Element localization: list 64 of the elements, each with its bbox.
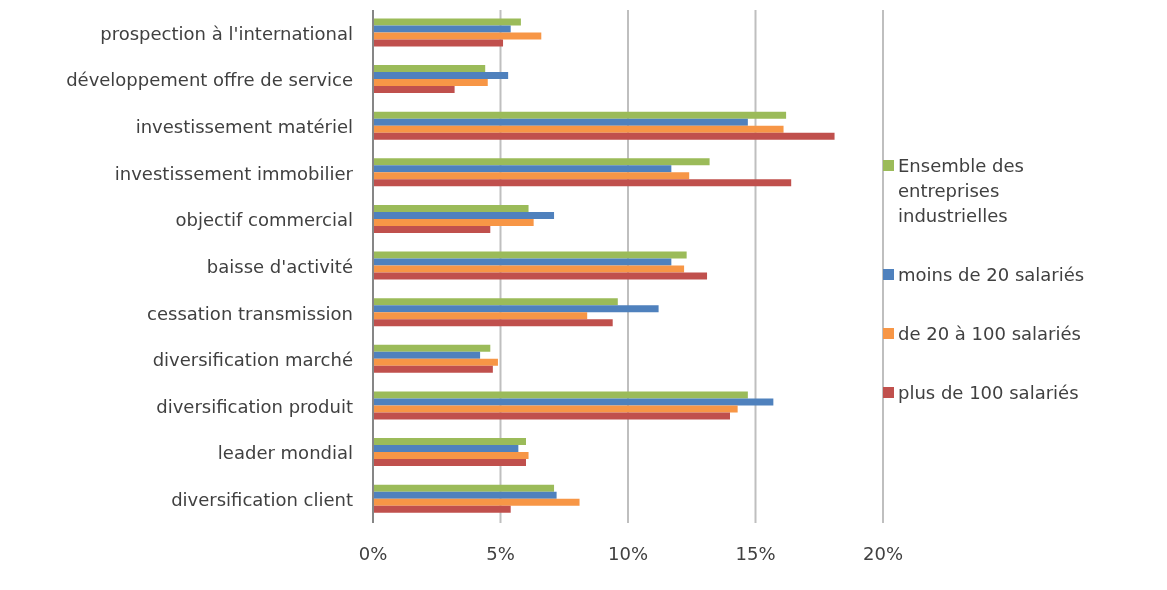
y-tick-label: développement offre de service	[66, 69, 353, 91]
y-tick-label: baisse d'activité	[206, 255, 353, 277]
bar	[373, 179, 792, 187]
bar	[373, 405, 738, 413]
bar	[373, 225, 491, 233]
legend-label: moins de 20 salariés	[898, 262, 1085, 287]
y-tick-label: diversification marché	[152, 349, 353, 371]
bar	[373, 125, 784, 133]
bar	[373, 484, 555, 492]
bar	[373, 298, 618, 306]
bar	[373, 272, 708, 280]
bar	[373, 344, 491, 352]
bar	[373, 491, 557, 499]
x-tick-label: 20%	[862, 542, 904, 564]
bar	[373, 358, 498, 366]
bar	[373, 459, 526, 467]
bar	[373, 18, 521, 26]
y-tick-label: diversification client	[171, 489, 353, 511]
bar	[373, 265, 685, 273]
bar	[373, 351, 481, 359]
x-tick-label: 15%	[735, 542, 776, 564]
legend-label: Ensemble des entreprises industrielles	[898, 153, 1025, 228]
y-tick-label: leader mondial	[217, 442, 353, 464]
bar	[373, 39, 504, 47]
bar	[373, 251, 687, 259]
bar	[373, 86, 455, 94]
bar	[373, 204, 529, 212]
bar	[373, 158, 710, 166]
bar	[373, 72, 509, 80]
bar	[373, 172, 690, 180]
bar	[373, 65, 486, 73]
bar	[373, 391, 748, 399]
bar	[373, 398, 774, 406]
bar	[373, 79, 488, 87]
bar	[373, 445, 519, 453]
x-tick-label: 10%	[607, 542, 649, 564]
x-tick-label: 5%	[486, 542, 515, 564]
legend-label: de 20 à 100 salariés	[898, 321, 1081, 346]
bar	[373, 32, 542, 40]
bar	[373, 505, 511, 513]
bar	[373, 452, 529, 460]
bar	[373, 438, 526, 446]
bar	[373, 111, 787, 119]
bar	[373, 305, 659, 313]
bar	[373, 498, 580, 506]
bar	[373, 412, 730, 420]
bar	[373, 312, 588, 320]
y-tick-label: investissement matériel	[135, 115, 353, 137]
bar	[373, 365, 493, 373]
bar	[373, 258, 672, 266]
bar	[373, 118, 748, 126]
y-tick-label: prospection à l'international	[100, 22, 353, 44]
bar	[373, 319, 613, 327]
legend-label: plus de 100 salariés	[898, 380, 1079, 405]
bar	[373, 165, 672, 173]
y-tick-label: investissement immobilier	[114, 162, 354, 184]
y-tick-label: cessation transmission	[147, 302, 353, 324]
bar	[373, 211, 555, 219]
bar	[373, 218, 534, 226]
x-tick-label: 0%	[358, 542, 388, 564]
bar	[373, 132, 835, 140]
y-tick-label: diversification produit	[156, 395, 353, 417]
bar	[373, 25, 511, 33]
y-tick-label: objectif commercial	[175, 209, 353, 231]
